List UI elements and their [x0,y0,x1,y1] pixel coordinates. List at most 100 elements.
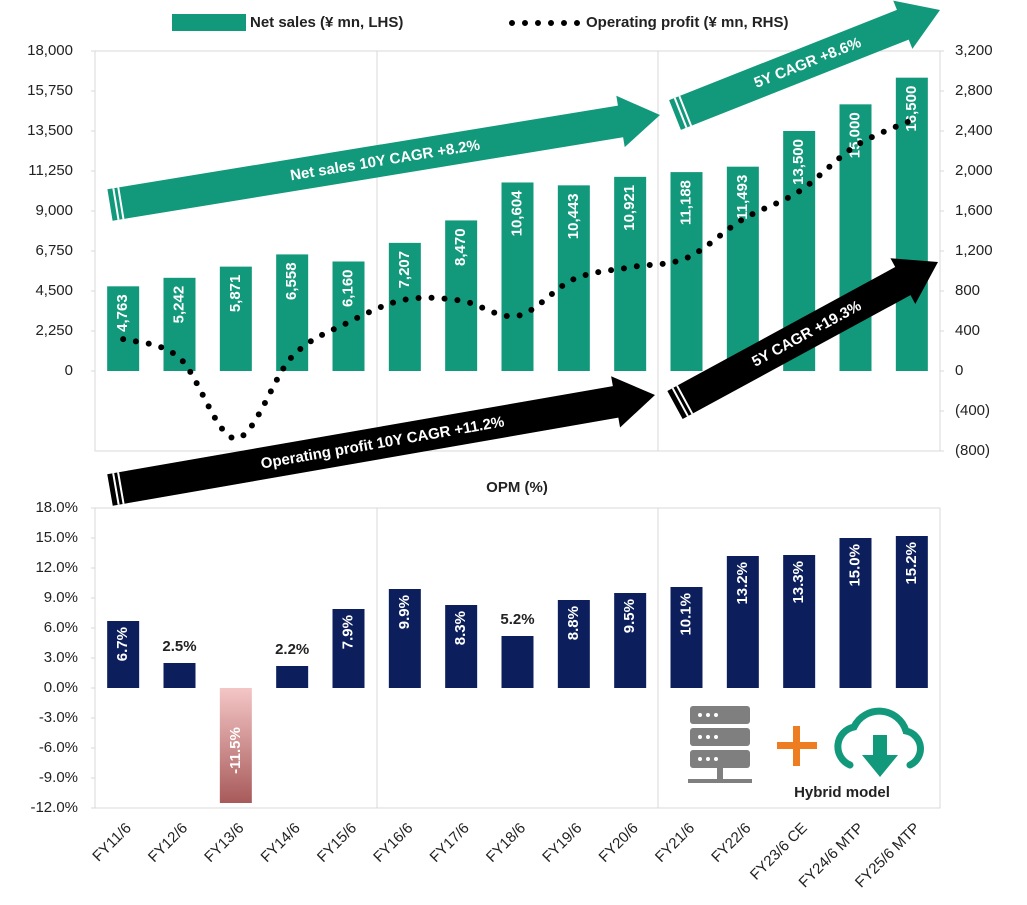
y2-tick-label: 3,200 [955,42,993,59]
y-tick-label: -3.0% [39,709,78,726]
y-tick-label: -12.0% [30,799,78,816]
y2-tick-label: 1,200 [955,242,993,259]
y2-tick-label: 400 [955,322,980,339]
y2-tick-label: 800 [955,282,980,299]
data-label: 13.2% [734,562,751,605]
x-tick-label: FY18/6 [483,820,529,866]
data-label: 5,871 [227,275,244,313]
arrow-stripe [112,188,120,220]
bar [388,242,421,371]
arrow-stripe [678,95,693,127]
y-tick-label: 0.0% [44,679,78,696]
y-tick-label: -9.0% [39,769,78,786]
data-label: 2.5% [162,638,196,655]
x-tick-label: FY13/6 [201,820,247,866]
data-label: 9.9% [396,595,413,629]
cloud-icon [834,707,924,777]
data-label: 6,160 [339,269,356,307]
data-label: 15.0% [846,544,863,587]
bar [670,587,703,688]
data-label: 4,763 [114,294,131,332]
y-tick-label: 18,000 [27,42,73,59]
y2-tick-label: 1,600 [955,202,993,219]
data-label: 9.5% [621,599,638,633]
x-tick-label: FY14/6 [258,820,304,866]
bar [557,600,590,688]
x-tick-label: FY16/6 [370,820,416,866]
bar [614,176,647,371]
chart-title: OPM (%) [486,479,548,496]
arrow-stripe [673,97,688,129]
data-label: 8.3% [452,611,469,645]
legend-label: Operating profit (¥ mn, RHS) [586,14,789,31]
bar [163,663,196,688]
y2-tick-label: 2,800 [955,82,993,99]
data-label: 2.2% [275,641,309,658]
y-tick-label: 15,750 [27,82,73,99]
arrow-stripe [676,385,694,415]
x-tick-label: FY17/6 [427,820,473,866]
bar [332,609,365,688]
server-icon [688,706,752,783]
x-tick-label: FY20/6 [596,820,642,866]
arrow-stripe [112,473,120,505]
legend-label: Net sales (¥ mn, LHS) [250,14,403,31]
data-label: 5.2% [500,611,534,628]
data-label: 15.2% [903,542,920,585]
y-tick-label: 9,000 [35,202,73,219]
legend-swatch [172,14,246,31]
arrow-stripe [117,472,125,505]
data-label: 7,207 [396,251,413,289]
y-tick-label: 4,500 [35,282,73,299]
bar [726,166,759,371]
bar [895,77,928,372]
y2-tick-label: 2,000 [955,162,993,179]
arrow-stripe [671,387,689,417]
plus-icon [777,726,817,766]
data-label: 13.3% [790,561,807,604]
data-label: 6,558 [283,262,300,300]
bar [445,605,478,688]
bar [107,621,140,688]
bar [670,172,703,371]
y-tick-label: 3.0% [44,649,78,666]
y-tick-label: 15.0% [35,529,78,546]
arrow-shape [667,258,939,420]
bar [107,286,140,371]
y-tick-label: 6.0% [44,619,78,636]
y-tick-label: 18.0% [35,499,78,516]
bar [501,182,534,371]
y-tick-label: -6.0% [39,739,78,756]
y2-tick-label: 2,400 [955,122,993,139]
data-label: 11,493 [734,175,751,220]
arrow-stripe [117,187,125,220]
data-label: 13,500 [790,139,807,185]
data-label: -11.5% [227,727,244,774]
bar [276,666,309,688]
data-label: 10.1% [677,593,694,636]
bar [388,589,421,688]
y-tick-label: 12.0% [35,559,78,576]
arrow-shape [107,376,655,506]
y-tick-label: 0 [65,362,73,379]
bar [219,688,252,803]
line [120,117,915,442]
data-label: 16,500 [903,86,920,132]
bar [445,220,478,371]
data-label: 5,242 [170,286,187,324]
bar [895,536,928,688]
bar [614,593,647,688]
x-tick-label: FY22/6 [708,820,754,866]
x-tick-label: FY21/6 [652,820,698,866]
annotation: Hybrid model [794,784,890,801]
arrow-shape [669,0,940,130]
data-label: 10,604 [508,190,525,237]
y-tick-label: 2,250 [35,322,73,339]
x-tick-label: FY19/6 [539,820,585,866]
data-label: 11,188 [677,180,694,225]
y2-tick-label: 0 [955,362,963,379]
bar [163,277,196,371]
y-tick-label: 9.0% [44,589,78,606]
data-label: 6.7% [114,627,131,661]
